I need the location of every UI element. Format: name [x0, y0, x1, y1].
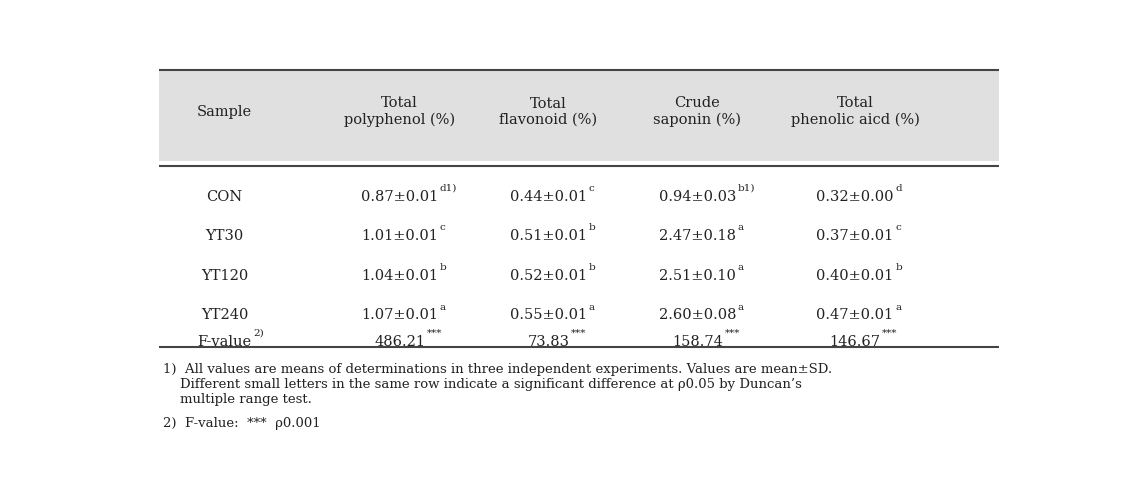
Text: Crude
saponin (%): Crude saponin (%) — [653, 97, 741, 127]
Text: 73.83: 73.83 — [528, 335, 570, 349]
Text: 1.04±0.01: 1.04±0.01 — [362, 269, 438, 283]
Text: Total
polyphenol (%): Total polyphenol (%) — [344, 97, 455, 127]
Text: 2.51±0.10: 2.51±0.10 — [659, 269, 736, 283]
Text: 0.87±0.01: 0.87±0.01 — [360, 190, 438, 203]
Text: d: d — [895, 184, 902, 193]
Text: 0.40±0.01: 0.40±0.01 — [816, 269, 894, 283]
Text: b: b — [895, 263, 902, 272]
Text: 0.37±0.01: 0.37±0.01 — [816, 229, 894, 243]
Text: YT120: YT120 — [201, 269, 249, 283]
Text: ***: *** — [572, 329, 586, 338]
Text: 0.32±0.00: 0.32±0.00 — [816, 190, 894, 203]
Text: 0.55±0.01: 0.55±0.01 — [510, 308, 588, 322]
Text: 486.21: 486.21 — [374, 335, 425, 349]
Text: ***: *** — [883, 329, 897, 338]
Text: 2): 2) — [253, 329, 264, 338]
Text: Total
flavonoid (%): Total flavonoid (%) — [499, 97, 598, 127]
Text: 146.67: 146.67 — [829, 335, 880, 349]
Text: 0.52±0.01: 0.52±0.01 — [510, 269, 588, 283]
Text: c: c — [895, 223, 901, 232]
Text: CON: CON — [207, 190, 243, 203]
Text: ***: *** — [724, 329, 740, 338]
Bar — [158, 70, 999, 161]
Text: F-value: F-value — [198, 335, 252, 349]
Text: 158.74: 158.74 — [672, 335, 723, 349]
Text: Sample: Sample — [197, 105, 252, 119]
Text: a: a — [738, 302, 744, 312]
Text: 2.47±0.18: 2.47±0.18 — [659, 229, 736, 243]
Text: a: a — [738, 223, 744, 232]
Text: a: a — [589, 302, 594, 312]
Text: 1.01±0.01: 1.01±0.01 — [362, 229, 438, 243]
Text: 2)  F-value:  ***  ρ0.001: 2) F-value: *** ρ0.001 — [163, 417, 321, 430]
Text: 0.94±0.03: 0.94±0.03 — [659, 190, 736, 203]
Text: d1): d1) — [440, 184, 458, 193]
Text: a: a — [440, 302, 446, 312]
Text: b: b — [589, 263, 596, 272]
Text: YT30: YT30 — [206, 229, 244, 243]
Text: 0.51±0.01: 0.51±0.01 — [510, 229, 586, 243]
Text: 2.60±0.08: 2.60±0.08 — [659, 308, 736, 322]
Text: YT240: YT240 — [201, 308, 249, 322]
Text: a: a — [895, 302, 902, 312]
Text: b1): b1) — [738, 184, 755, 193]
Text: 0.47±0.01: 0.47±0.01 — [816, 308, 894, 322]
Text: 1.07±0.01: 1.07±0.01 — [362, 308, 438, 322]
Text: 1)  All values are means of determinations in three independent experiments. Val: 1) All values are means of determination… — [163, 363, 833, 406]
Text: Total
phenolic aicd (%): Total phenolic aicd (%) — [791, 97, 920, 127]
Text: c: c — [440, 223, 445, 232]
Text: ***: *** — [427, 329, 442, 338]
Text: a: a — [738, 263, 744, 272]
Text: b: b — [589, 223, 596, 232]
Text: 0.44±0.01: 0.44±0.01 — [510, 190, 588, 203]
Text: c: c — [589, 184, 594, 193]
Text: b: b — [440, 263, 446, 272]
